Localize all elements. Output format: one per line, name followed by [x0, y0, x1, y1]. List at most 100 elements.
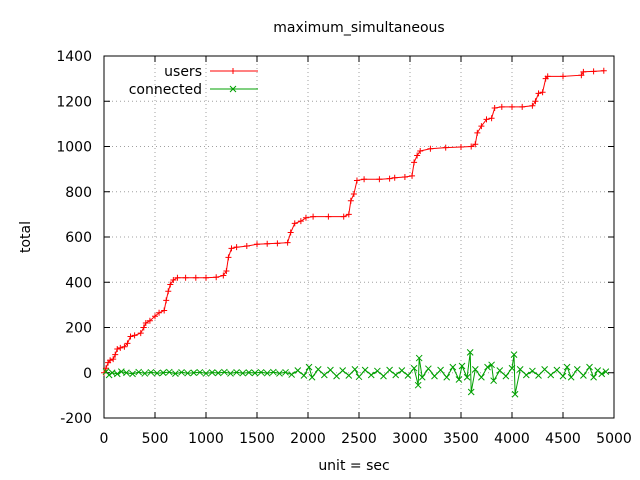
- data-point-users: [297, 218, 304, 225]
- data-point-connected: [478, 373, 485, 381]
- y-axis-label: total: [18, 221, 34, 253]
- data-point-connected: [392, 371, 400, 379]
- x-tick-label: 2500: [341, 431, 377, 447]
- data-point-users: [114, 345, 121, 352]
- data-point-users: [225, 254, 232, 261]
- data-point-users: [325, 213, 332, 220]
- data-point-connected: [129, 370, 136, 378]
- data-point-connected: [471, 366, 479, 373]
- x-tick-label: 1000: [188, 431, 224, 447]
- y-tick-label: 600: [65, 230, 92, 246]
- y-tick-label: 0: [83, 366, 92, 382]
- data-point-connected: [380, 372, 387, 380]
- data-point-connected: [467, 388, 475, 396]
- data-point-users: [117, 344, 124, 351]
- data-point-connected: [196, 368, 204, 376]
- data-point-users: [544, 73, 551, 80]
- data-point-users: [110, 356, 117, 363]
- data-point-users: [142, 319, 149, 326]
- y-tick-label: 1400: [56, 49, 92, 65]
- data-point-connected: [123, 369, 130, 377]
- data-point-users: [509, 103, 515, 110]
- data-point-users: [203, 274, 209, 281]
- data-point-connected: [108, 369, 116, 377]
- data-point-users: [174, 274, 181, 281]
- data-point-connected: [308, 373, 316, 381]
- legend-label-connected: connected: [129, 82, 202, 98]
- data-point-connected: [117, 368, 125, 375]
- data-point-users: [539, 89, 546, 96]
- data-point-connected: [458, 362, 466, 370]
- legend-marker-users: [230, 68, 236, 74]
- data-point-users: [284, 239, 291, 246]
- series-users: [101, 67, 607, 376]
- series-connected: [102, 349, 610, 398]
- data-point-connected: [580, 372, 587, 379]
- data-point-users: [391, 174, 398, 181]
- data-point-connected: [563, 363, 571, 371]
- data-point-users: [291, 220, 298, 227]
- data-point-users: [580, 68, 587, 75]
- data-point-connected: [590, 373, 597, 381]
- data-point-users: [345, 211, 352, 218]
- data-point-connected: [398, 367, 406, 374]
- data-point-connected: [345, 372, 353, 379]
- x-tick-label: 4000: [494, 431, 530, 447]
- data-point-connected: [466, 349, 474, 356]
- data-point-users: [310, 213, 317, 220]
- x-tick-label: 500: [142, 431, 169, 447]
- data-point-connected: [305, 363, 313, 371]
- data-point-users: [192, 274, 199, 281]
- data-point-users: [213, 274, 220, 281]
- data-point-connected: [257, 368, 265, 376]
- y-tick-label: 1200: [56, 94, 92, 110]
- x-tick-label: 5000: [596, 431, 632, 447]
- data-point-users: [535, 90, 542, 97]
- data-point-connected: [282, 368, 289, 376]
- data-point-connected: [263, 369, 271, 377]
- y-tick-label: 1000: [56, 140, 92, 156]
- data-point-connected: [105, 371, 113, 379]
- data-point-connected: [221, 368, 228, 376]
- data-point-connected: [418, 373, 426, 381]
- data-point-users: [478, 123, 485, 130]
- data-point-connected: [208, 369, 216, 376]
- data-point-users: [223, 267, 230, 274]
- data-point-users: [233, 244, 240, 251]
- data-point-users: [488, 115, 495, 122]
- data-point-connected: [351, 366, 359, 373]
- data-point-connected: [251, 369, 259, 377]
- data-point-connected: [214, 369, 222, 377]
- data-point-users: [131, 332, 138, 339]
- x-tick-label: 3500: [443, 431, 479, 447]
- axis-ticks: 0 500 1000 1500 2000 2500 3000 3500 4000 4500 5000…: [56, 49, 631, 447]
- data-point-connected: [190, 369, 198, 377]
- data-point-users: [302, 214, 309, 221]
- data-point-connected: [172, 370, 179, 378]
- data-point-users: [401, 174, 408, 181]
- series-line-users: [103, 70, 604, 373]
- y-tick-label: 200: [65, 321, 92, 337]
- x-tick-label: 0: [100, 431, 109, 447]
- x-tick-label: 2000: [290, 431, 326, 447]
- data-point-connected: [602, 368, 610, 375]
- data-point-connected: [147, 368, 155, 376]
- data-point-users: [287, 229, 294, 236]
- data-point-connected: [233, 368, 240, 376]
- data-point-connected: [184, 369, 191, 377]
- data-point-users: [161, 307, 168, 314]
- data-point-connected: [598, 370, 606, 378]
- x-tick-label: 4500: [545, 431, 581, 447]
- data-point-users: [519, 103, 526, 110]
- data-point-connected: [463, 373, 471, 381]
- data-point-users: [409, 172, 416, 179]
- x-axis-label: unit = sec: [318, 458, 389, 474]
- data-point-users: [472, 141, 479, 148]
- data-point-connected: [239, 369, 247, 377]
- data-point-connected: [522, 371, 530, 379]
- data-point-users: [264, 240, 271, 247]
- data-point-connected: [425, 365, 432, 373]
- grid: [104, 56, 614, 418]
- data-point-users: [107, 357, 114, 364]
